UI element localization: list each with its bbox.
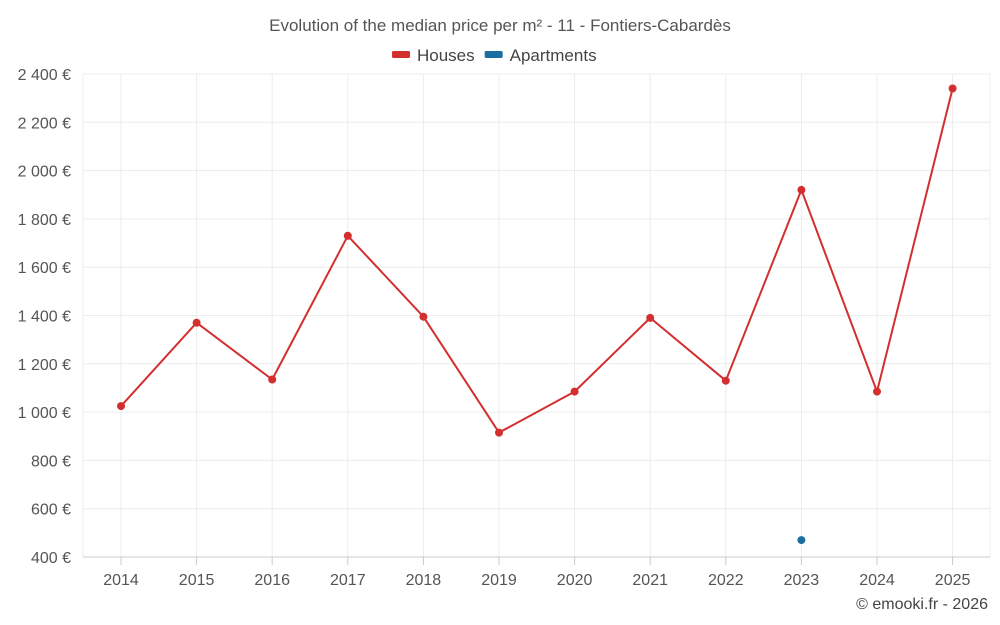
- y-tick-label: 1 600 €: [18, 260, 71, 277]
- data-point-houses-2022[interactable]: [721, 376, 730, 385]
- x-tick-label: 2021: [632, 572, 668, 589]
- y-tick-label: 2 400 €: [18, 67, 71, 84]
- chart-legend[interactable]: Houses Apartments: [392, 46, 597, 65]
- x-tick-label: 2022: [708, 572, 744, 589]
- data-point-houses-2021[interactable]: [646, 313, 655, 322]
- x-tick-label: 2016: [254, 572, 290, 589]
- data-point-houses-2015[interactable]: [192, 318, 201, 327]
- data-point-apartments-2023[interactable]: [797, 536, 806, 545]
- data-point-houses-2017[interactable]: [343, 231, 352, 240]
- y-tick-label: 600 €: [31, 502, 71, 519]
- y-tick-label: 2 200 €: [18, 115, 71, 132]
- x-tick-label: 2019: [481, 572, 517, 589]
- y-tick-label: 1 200 €: [18, 357, 71, 374]
- legend-swatch: [484, 51, 503, 58]
- y-axis-ticks: 400 € 600 € 800 € 1 000 € 1 200 € 1 400 € 1 60…: [18, 67, 71, 567]
- series-apartments: [797, 536, 806, 545]
- x-tick-label: 2020: [557, 572, 593, 589]
- data-point-houses-2023[interactable]: [797, 185, 806, 194]
- x-tick-label: 2015: [179, 572, 215, 589]
- x-tick-label: 2024: [859, 572, 895, 589]
- x-gridlines: [82, 74, 991, 557]
- x-tick-label: 2018: [406, 572, 442, 589]
- series-line-houses: [120, 88, 954, 434]
- x-tick-label: 2023: [784, 572, 820, 589]
- x-axis-ticks: 2014 2015 2016 2017 2018 2019 2020 2021 2022 2023…: [103, 557, 970, 589]
- data-point-houses-2024[interactable]: [873, 387, 881, 396]
- y-tick-label: 1 800 €: [18, 212, 71, 229]
- data-point-houses-2020[interactable]: [570, 387, 579, 396]
- x-tick-label: 2025: [935, 572, 971, 589]
- y-tick-label: 800 €: [31, 453, 71, 470]
- x-tick-label: 2014: [103, 572, 139, 589]
- series-houses: [117, 84, 957, 437]
- data-point-houses-2018[interactable]: [419, 312, 428, 321]
- y-tick-label: 1 000 €: [18, 405, 71, 422]
- legend-label: Apartments: [510, 46, 597, 65]
- y-tick-label: 400 €: [31, 550, 71, 567]
- x-tick-label: 2017: [330, 572, 366, 589]
- chart-title: Evolution of the median price per m² - 1…: [269, 16, 731, 35]
- legend-item-houses[interactable]: Houses: [392, 46, 475, 65]
- legend-swatch: [392, 51, 410, 58]
- data-point-houses-2014[interactable]: [117, 402, 125, 411]
- y-tick-label: 1 400 €: [18, 309, 71, 326]
- credit-text: © emooki.fr - 2026: [856, 596, 988, 613]
- data-point-houses-2016[interactable]: [268, 375, 277, 384]
- legend-item-apartments[interactable]: Apartments: [484, 46, 597, 65]
- series-layer: [117, 84, 957, 545]
- data-point-houses-2025[interactable]: [948, 84, 957, 93]
- data-point-houses-2019[interactable]: [495, 428, 503, 437]
- legend-label: Houses: [417, 46, 475, 65]
- y-tick-label: 2 000 €: [18, 164, 71, 181]
- y-gridlines: [83, 73, 990, 510]
